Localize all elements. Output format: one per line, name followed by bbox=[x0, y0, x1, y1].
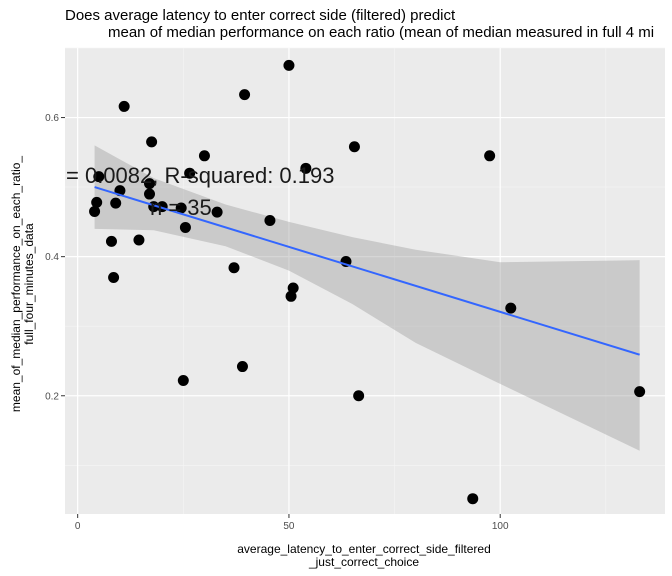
y-tick-label: 0.6 bbox=[45, 113, 59, 124]
data-point bbox=[118, 100, 130, 112]
data-point bbox=[108, 272, 120, 284]
data-point bbox=[184, 167, 196, 179]
data-point bbox=[283, 59, 295, 71]
data-point bbox=[300, 162, 312, 174]
confidence-band bbox=[94, 145, 640, 451]
x-tick-label: 100 bbox=[492, 521, 509, 532]
data-point bbox=[144, 188, 156, 200]
data-point bbox=[198, 150, 210, 162]
y-axis-ticks: 0.2 0.4 0.6 bbox=[45, 113, 65, 402]
y-axis-title-line-2: full_four_minutes_data bbox=[22, 223, 36, 345]
data-point bbox=[634, 386, 646, 398]
x-tick-label: 50 bbox=[283, 521, 295, 532]
grid-lines bbox=[65, 47, 665, 514]
data-point bbox=[89, 205, 101, 217]
data-point bbox=[146, 136, 158, 148]
annotation-n: n = 35 bbox=[150, 195, 212, 220]
data-point bbox=[353, 390, 365, 402]
y-tick-label: 0.4 bbox=[45, 252, 59, 263]
data-point bbox=[110, 197, 122, 209]
data-point bbox=[93, 171, 105, 183]
chart-title-line-2: mean of median performance on each ratio… bbox=[108, 24, 655, 41]
y-axis-title-line-1: mean_of_median_performance_on_each_ratio… bbox=[9, 156, 23, 413]
data-point bbox=[505, 302, 517, 314]
plot-panel bbox=[65, 48, 665, 514]
annotation-stats: = 0.0082, R-squared: 0.193 bbox=[66, 163, 334, 188]
regression-line bbox=[94, 186, 640, 356]
data-point bbox=[285, 290, 297, 302]
y-tick-label: 0.2 bbox=[45, 391, 59, 402]
x-axis-title-line-1: average_latency_to_enter_correct_side_fi… bbox=[237, 542, 491, 556]
data-point bbox=[133, 234, 145, 246]
chart-title-line-1: Does average latency to enter correct si… bbox=[65, 7, 456, 24]
data-point bbox=[287, 282, 299, 294]
x-axis-ticks: 0 50 100 bbox=[75, 514, 509, 532]
data-point bbox=[144, 178, 156, 190]
data-point bbox=[264, 214, 276, 226]
data-point bbox=[91, 196, 103, 208]
data-point bbox=[177, 374, 189, 386]
data-point bbox=[179, 221, 191, 233]
data-point bbox=[236, 361, 248, 373]
x-tick-label: 0 bbox=[75, 521, 81, 532]
data-point bbox=[467, 493, 479, 505]
data-point bbox=[348, 141, 360, 153]
data-point bbox=[239, 89, 251, 101]
data-point bbox=[484, 150, 496, 162]
data-point bbox=[105, 235, 117, 247]
data-point bbox=[175, 202, 187, 214]
data-point bbox=[211, 206, 223, 218]
data-point bbox=[228, 262, 240, 274]
data-points bbox=[89, 59, 646, 505]
x-axis-title-line-2: _just_correct_choice bbox=[308, 555, 419, 569]
